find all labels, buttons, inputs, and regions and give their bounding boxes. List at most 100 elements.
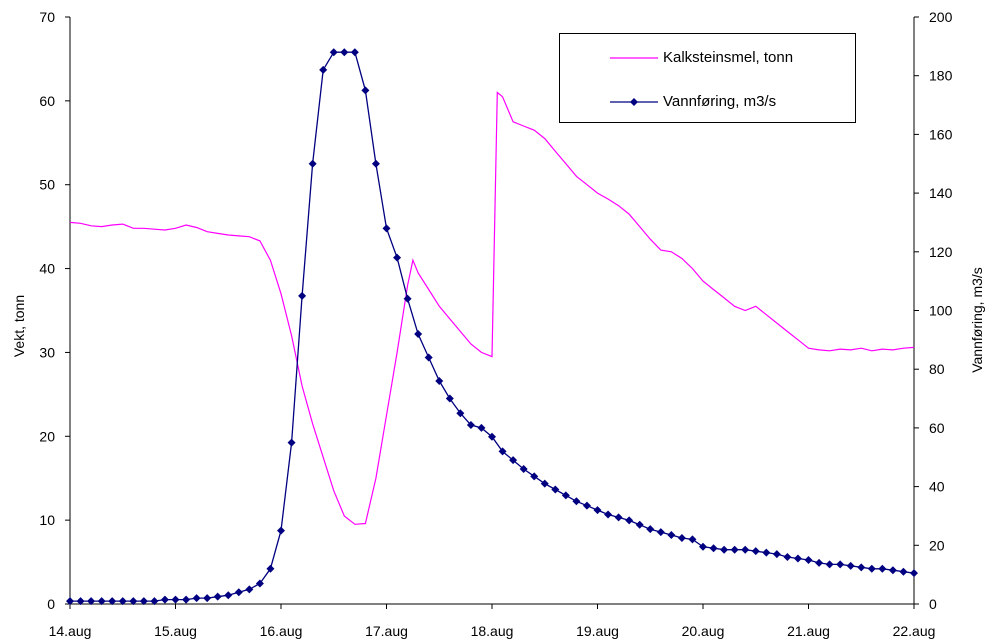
- left-tick-label: 50: [39, 177, 55, 193]
- vannforing-point: [773, 550, 781, 558]
- vannforing-point: [172, 596, 180, 604]
- vannforing-point: [836, 560, 844, 568]
- vannforing-point: [235, 588, 243, 596]
- right-tick-label: 0: [929, 596, 937, 612]
- vannforing-point: [414, 330, 422, 338]
- vannforing-point: [868, 565, 876, 573]
- vannforing-point: [699, 543, 707, 551]
- vannforing-point: [435, 377, 443, 385]
- x-tick-label: 19.aug: [576, 623, 619, 639]
- right-tick-label: 20: [929, 537, 945, 553]
- vannforing-point: [857, 563, 865, 571]
- vannforing-point: [383, 224, 391, 232]
- vannforing-point: [583, 502, 591, 510]
- vannforing-point: [161, 596, 169, 604]
- right-axis-title: Vannføring, m3/s: [969, 267, 985, 373]
- vannforing-point: [720, 546, 728, 554]
- vannforing-point: [309, 160, 317, 168]
- vannforing-point: [214, 593, 222, 601]
- vannforing-point: [815, 559, 823, 567]
- vannforing-point: [752, 547, 760, 555]
- series-kalksteinsmel: [70, 93, 914, 525]
- right-tick-label: 180: [929, 68, 953, 84]
- legend-item-kalksteinsmel: Kalksteinsmel, tonn: [560, 48, 855, 68]
- legend-swatch-kalksteinsmel: [610, 48, 658, 68]
- left-tick-label: 10: [39, 512, 55, 528]
- vannforing-point: [562, 491, 570, 499]
- vannforing-point: [625, 516, 633, 524]
- vannforing-point: [678, 534, 686, 542]
- right-tick-label: 120: [929, 244, 953, 260]
- vannforing-point: [298, 292, 306, 300]
- vannforing-point: [794, 555, 802, 563]
- vannforing-point: [762, 549, 770, 557]
- x-tick-label: 17.aug: [365, 623, 408, 639]
- x-tick-label: 22.aug: [893, 623, 936, 639]
- x-tick-label: 16.aug: [260, 623, 303, 639]
- right-tick-label: 160: [929, 126, 953, 142]
- vannforing-point: [826, 560, 834, 568]
- x-tick-label: 14.aug: [49, 623, 92, 639]
- left-tick-label: 70: [39, 9, 55, 25]
- vannforing-point: [330, 48, 338, 56]
- legend-label-kalksteinsmel: Kalksteinsmel, tonn: [663, 49, 793, 66]
- left-tick-label: 20: [39, 428, 55, 444]
- vannforing-point: [615, 513, 623, 521]
- left-axis-title: Vekt, tonn: [11, 295, 27, 357]
- vannforing-point: [224, 591, 232, 599]
- vannforing-point: [646, 525, 654, 533]
- vannforing-point: [319, 66, 327, 74]
- left-tick-label: 30: [39, 344, 55, 360]
- x-tick-label: 15.aug: [154, 623, 197, 639]
- chart-legend: Kalksteinsmel, tonn Vannføring, m3/s: [559, 33, 856, 123]
- vannforing-point: [899, 568, 907, 576]
- legend-item-vannforing: Vannføring, m3/s: [560, 92, 855, 112]
- vannforing-point: [910, 569, 918, 577]
- legend-label-vannforing: Vannføring, m3/s: [663, 93, 776, 110]
- right-tick-label: 140: [929, 185, 953, 201]
- series-vannforing: [66, 48, 918, 605]
- vannforing-point: [351, 48, 359, 56]
- vannforing-point: [193, 594, 201, 602]
- vannforing-point: [657, 528, 665, 536]
- vannforing-point: [688, 535, 696, 543]
- right-tick-label: 100: [929, 303, 953, 319]
- vannforing-point: [372, 160, 380, 168]
- vannforing-point: [805, 556, 813, 564]
- right-tick-label: 80: [929, 361, 945, 377]
- vannforing-point: [551, 486, 559, 494]
- vannforing-point: [604, 510, 612, 518]
- vannforing-point: [182, 596, 190, 604]
- x-tick-label: 21.aug: [787, 623, 830, 639]
- vannforing-point: [277, 527, 285, 535]
- vannforing-point: [541, 480, 549, 488]
- vannforing-point: [393, 254, 401, 262]
- vannforing-line: [70, 52, 914, 601]
- vannforing-point: [530, 472, 538, 480]
- vannforing-point: [203, 594, 211, 602]
- left-tick-label: 40: [39, 261, 55, 277]
- kalksteinsmel-line: [70, 93, 914, 525]
- x-tick-label: 18.aug: [471, 623, 514, 639]
- vannforing-point: [741, 546, 749, 554]
- vannforing-point: [340, 48, 348, 56]
- vannforing-point: [847, 562, 855, 570]
- vannforing-point: [288, 439, 296, 447]
- vannforing-point: [245, 585, 253, 593]
- vannforing-point: [425, 353, 433, 361]
- right-tick-label: 200: [929, 9, 953, 25]
- vannforing-point: [783, 553, 791, 561]
- left-tick-label: 0: [47, 596, 55, 612]
- left-tick-label: 60: [39, 93, 55, 109]
- right-tick-label: 40: [929, 479, 945, 495]
- legend-swatch-vannforing: [610, 92, 658, 112]
- vannforing-point: [878, 565, 886, 573]
- vannforing-point: [594, 506, 602, 514]
- vannforing-point: [572, 497, 580, 505]
- vannforing-point: [710, 544, 718, 552]
- vannforing-point: [889, 566, 897, 574]
- vannforing-point: [667, 531, 675, 539]
- x-tick-label: 20.aug: [682, 623, 725, 639]
- vannforing-point: [446, 395, 454, 403]
- vannforing-point: [636, 521, 644, 529]
